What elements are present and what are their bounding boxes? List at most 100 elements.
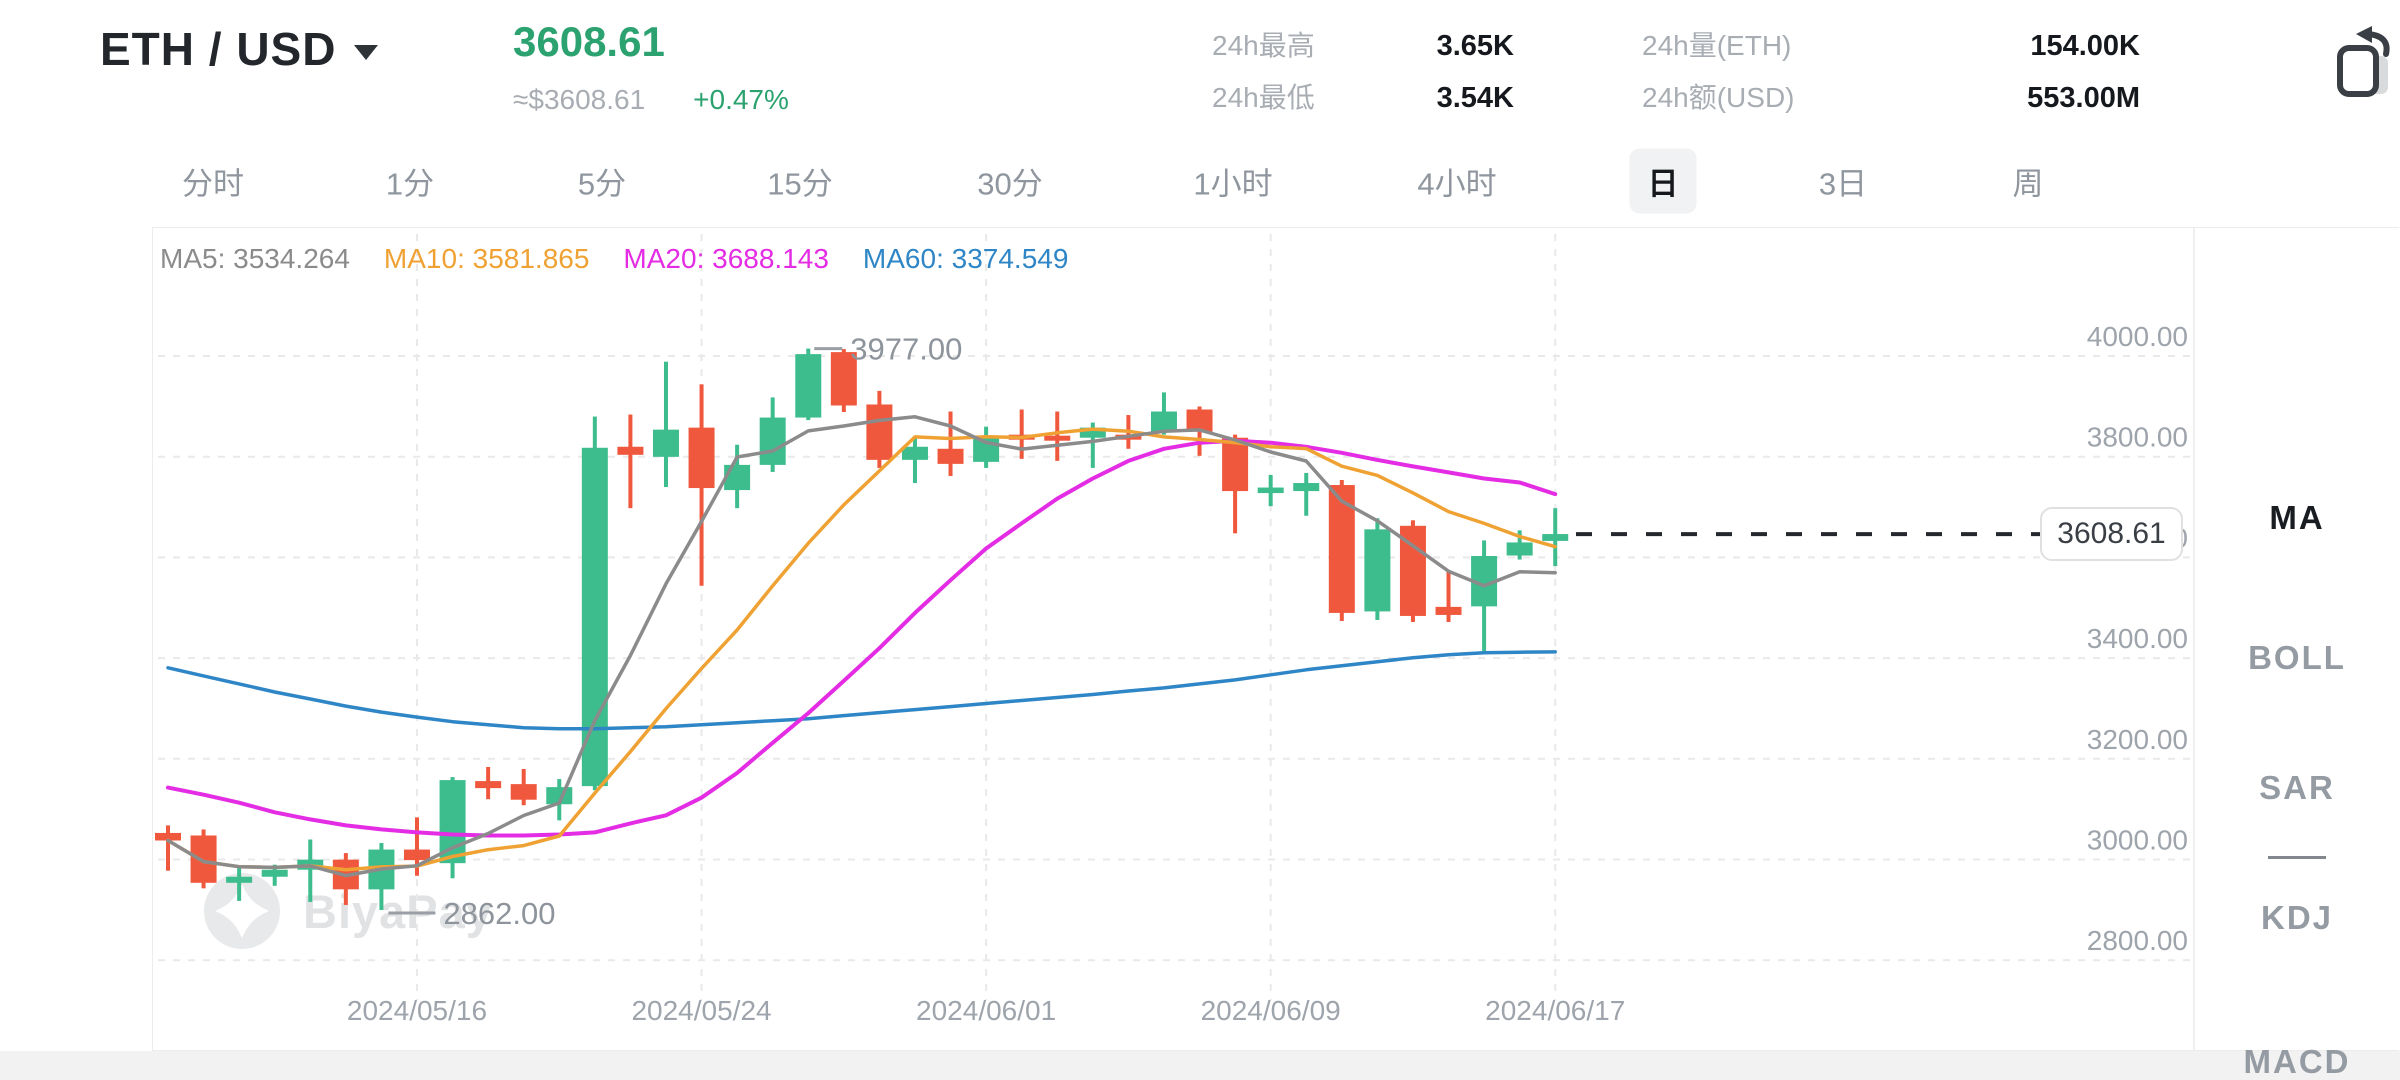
legend-ma5: MA5: 3534.264 xyxy=(160,243,350,274)
candle-wick xyxy=(414,817,419,876)
candle-body xyxy=(901,446,928,460)
chevron-down-icon xyxy=(354,44,379,60)
candle-body xyxy=(688,427,715,489)
ma60-line xyxy=(166,650,1557,731)
candle-body xyxy=(510,784,537,800)
candle-body xyxy=(581,447,608,787)
candle-body xyxy=(1079,427,1106,438)
current-price-tag: 3608.61 xyxy=(2040,507,2183,562)
share-button[interactable] xyxy=(2328,24,2396,100)
candle-body xyxy=(1328,485,1355,613)
candle-body xyxy=(973,436,1000,462)
candle-body xyxy=(403,849,430,861)
candle-body xyxy=(475,781,502,789)
price-change: +0.47% xyxy=(693,84,789,115)
candle-wick xyxy=(1446,570,1451,622)
indicator-divider xyxy=(2268,856,2326,859)
candle-wick xyxy=(663,361,668,488)
indicator-macd[interactable]: MACD xyxy=(2243,1043,2351,1080)
tab-4h[interactable]: 4小时 xyxy=(1417,166,1497,202)
chart-panel xyxy=(152,227,2399,1051)
candle-body xyxy=(1435,606,1462,615)
legend-ma60: MA60: 3374.549 xyxy=(862,243,1069,274)
y-axis-label: 3000.00 xyxy=(2087,825,2188,856)
tab-5m[interactable]: 5分 xyxy=(577,166,627,202)
candle-body xyxy=(1044,435,1071,441)
stats-col-a: 24h最高 3.65K 24h最低 3.54K xyxy=(1212,24,1514,114)
watermark: BiyaPay xyxy=(203,872,493,950)
ma-legend: MA5: 3534.264 MA10: 3581.865 MA20: 3688.14… xyxy=(160,243,1068,275)
tab-timeshare[interactable]: 分时 xyxy=(182,166,244,202)
tab-1w[interactable]: 周 xyxy=(2012,166,2044,202)
watermark-logo-icon xyxy=(204,873,280,949)
y-axis-label: 3400.00 xyxy=(2087,623,2188,654)
x-axis-label: 2024/06/17 xyxy=(1485,995,1625,1026)
candle-body xyxy=(724,464,751,491)
candle-body xyxy=(1222,437,1249,492)
candle-body xyxy=(226,876,253,883)
tab-15m[interactable]: 15分 xyxy=(767,166,833,202)
candle-body xyxy=(866,404,893,460)
candle-body xyxy=(617,446,644,455)
stat-label-high: 24h最高 xyxy=(1212,30,1315,61)
stat-row-turnover: 24h额(USD) 553.00M xyxy=(1642,76,2140,114)
high-annotation: 3977.00 xyxy=(850,332,962,367)
stat-value-low: 3.54K xyxy=(1436,82,1514,114)
candle-body xyxy=(937,448,964,464)
candle-wick xyxy=(1090,422,1095,468)
indicator-sidebar: MABOLLSARKDJMACDVOL xyxy=(2193,228,2399,1080)
candle-body xyxy=(830,352,857,406)
candle-body xyxy=(1186,409,1213,432)
legend-ma10: MA10: 3581.865 xyxy=(383,243,590,274)
tab-3d[interactable]: 3日 xyxy=(1818,166,1868,202)
indicator-sar[interactable]: SAR xyxy=(2259,769,2335,806)
ma5-line xyxy=(166,415,1557,878)
stat-label-volume: 24h量(ETH) xyxy=(1642,30,1792,61)
y-axis-label: 3200.00 xyxy=(2087,724,2188,755)
candle-wick xyxy=(1304,472,1309,516)
watermark-text: BiyaPay xyxy=(303,884,493,938)
ma20-line xyxy=(166,438,1558,838)
indicator-boll[interactable]: BOLL xyxy=(2248,639,2346,676)
candle-body xyxy=(1257,487,1284,494)
x-axis-label: 2024/06/01 xyxy=(916,995,1056,1026)
candle-body xyxy=(1293,483,1320,492)
candle-wick xyxy=(166,825,170,871)
tab-30m[interactable]: 30分 xyxy=(977,166,1043,202)
y-axis-label: 3800.00 xyxy=(2087,422,2188,453)
share-icon xyxy=(2337,26,2390,97)
price-subrow: ≈$3608.61 +0.47% xyxy=(513,84,789,116)
candle-body xyxy=(759,417,786,465)
stat-label-low: 24h最低 xyxy=(1212,82,1315,113)
stat-row-low: 24h最低 3.54K xyxy=(1212,76,1514,114)
candle-body xyxy=(795,354,822,418)
stat-value-high: 3.65K xyxy=(1436,30,1514,62)
price-approx: ≈$3608.61 xyxy=(513,84,646,115)
tab-1h[interactable]: 1小时 xyxy=(1193,166,1273,202)
tab-1d[interactable]: 日 xyxy=(1629,148,1697,214)
indicator-kdj[interactable]: KDJ xyxy=(2260,899,2334,936)
bottom-strip xyxy=(0,1051,2400,1080)
indicator-ma[interactable]: MA xyxy=(2269,499,2325,536)
candle-wick xyxy=(912,437,917,484)
candle-wick xyxy=(308,839,313,902)
x-axis-label: 2024/06/09 xyxy=(1201,995,1341,1026)
candle-wick xyxy=(628,414,633,509)
tab-1m[interactable]: 1分 xyxy=(385,166,435,202)
candle-body xyxy=(155,832,181,841)
legend-ma20: MA20: 3688.143 xyxy=(623,243,829,274)
timeframe-tabs: 分时 1分 5分 15分 30分 1小时 4小时 日 3日 周 xyxy=(0,146,2400,216)
symbol-title: ETH / USD xyxy=(100,23,337,75)
symbol-selector[interactable]: ETH / USD xyxy=(100,22,379,76)
candle-body xyxy=(652,429,679,457)
candle-wick xyxy=(1019,409,1024,459)
candle-body xyxy=(1542,534,1569,541)
candle-body xyxy=(1364,529,1391,612)
low-annotation: 2862.00 xyxy=(443,896,555,931)
stat-label-turnover: 24h额(USD) xyxy=(1642,82,1795,113)
x-axis-label: 2024/05/24 xyxy=(631,995,771,1026)
last-price: 3608.61 xyxy=(513,18,665,65)
candle-wick xyxy=(948,411,953,476)
